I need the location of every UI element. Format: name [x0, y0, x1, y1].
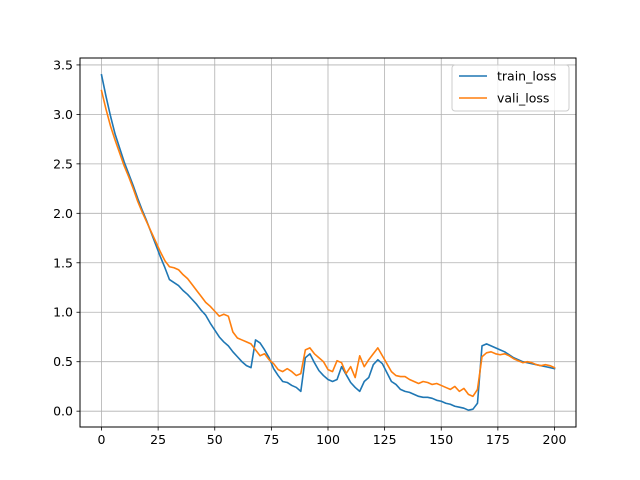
y-axis-ticks: 0.0 0.5 1.0 1.5 2.0 2.5 3.0 3.5 — [53, 57, 80, 419]
x-tick-label: 150 — [429, 432, 453, 447]
x-tick-label: 25 — [150, 432, 166, 447]
legend-label-train-loss: train_loss — [497, 69, 557, 84]
series-lines — [100, 73, 556, 411]
y-tick-label: 2.5 — [53, 156, 73, 171]
x-tick-label: 75 — [263, 432, 279, 447]
x-tick-label: 0 — [98, 432, 106, 447]
y-tick-label: 0.0 — [53, 404, 73, 419]
y-tick-label: 0.5 — [53, 354, 73, 369]
x-axis-ticks: 0 25 50 75 100 125 150 175 200 — [98, 427, 567, 447]
y-tick-label: 1.0 — [53, 305, 73, 320]
x-tick-label: 125 — [373, 432, 397, 447]
x-tick-label: 50 — [207, 432, 223, 447]
y-tick-label: 1.5 — [53, 255, 73, 270]
y-tick-label: 3.5 — [53, 57, 73, 72]
x-tick-label: 175 — [486, 432, 510, 447]
x-tick-label: 100 — [316, 432, 340, 447]
legend: train_loss vali_loss — [451, 64, 570, 112]
x-tick-label: 200 — [543, 432, 567, 447]
series-line-vali-loss — [100, 89, 556, 398]
y-tick-label: 3.0 — [53, 107, 73, 122]
legend-label-vali-loss: vali_loss — [497, 91, 549, 106]
grid — [80, 58, 576, 427]
y-tick-label: 2.0 — [53, 206, 73, 221]
